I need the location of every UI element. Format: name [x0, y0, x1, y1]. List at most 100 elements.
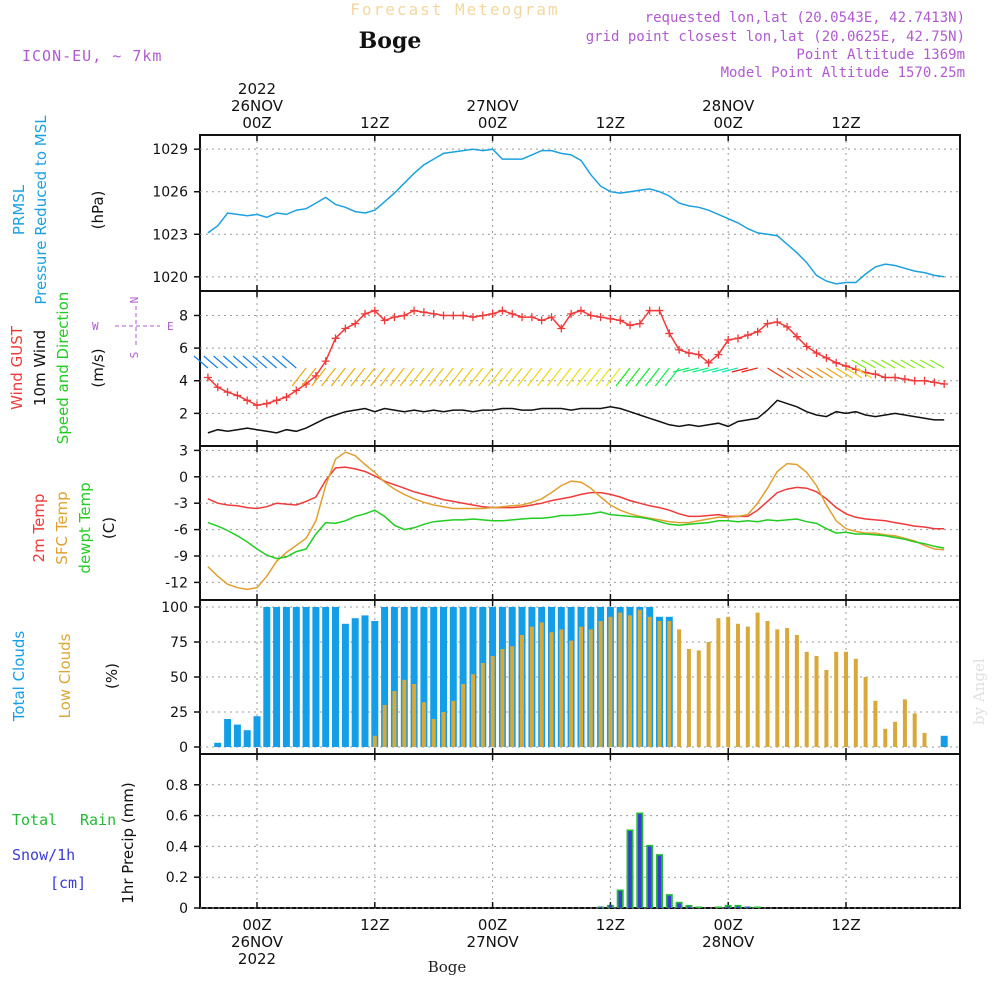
gust-marker — [881, 373, 890, 382]
wind-arrow — [389, 367, 405, 387]
temperature-panel: -12 -9 -6 -3 0 3 — [165, 443, 961, 601]
bar-total-clouds — [459, 607, 467, 747]
gust-marker — [321, 357, 330, 366]
bar-snow-1h — [677, 903, 681, 908]
wind-arrow — [566, 367, 582, 387]
gust-marker — [272, 396, 281, 405]
gust-marker — [203, 373, 212, 382]
gust-marker — [439, 311, 448, 320]
model-label: ICON-EU, ~ 7km — [22, 47, 162, 65]
wind-arrow — [360, 367, 376, 387]
bottom-time-label: 12Z — [596, 916, 625, 934]
gust-marker — [832, 358, 841, 367]
clouds-ytick-label: 50 — [170, 670, 188, 686]
pressure-msl-label: Pressure Reduced to MSL — [32, 115, 50, 305]
wind-arrow — [429, 367, 444, 387]
series-dewpt-temp — [207, 509, 945, 560]
wind-arrow — [203, 355, 219, 369]
wind-arrow — [448, 367, 464, 387]
wind-arrow — [576, 367, 592, 387]
bar-low-clouds — [883, 728, 888, 747]
bar-total-clouds — [390, 607, 398, 747]
gust-marker — [665, 329, 674, 338]
bar-low-clouds — [569, 640, 574, 747]
wind-arrow — [741, 367, 758, 373]
clouds-ytick-label: 25 — [170, 705, 188, 721]
wind-direction-arrows — [193, 355, 945, 387]
bar-low-clouds — [647, 616, 652, 747]
gust-marker — [655, 306, 664, 315]
bar-total-rain — [685, 904, 693, 908]
gust-marker — [891, 373, 900, 382]
bar-total-rain — [724, 904, 732, 908]
pressure-labels: PRMSL Pressure Reduced to MSL (hPa) — [10, 115, 107, 305]
precip-ytick-label: 0.8 — [166, 778, 188, 794]
bar-snow-1h — [598, 906, 603, 908]
bar-low-clouds — [431, 719, 436, 747]
wind-arrow — [826, 367, 843, 379]
wind-arrow — [890, 359, 906, 369]
gust-marker — [478, 311, 487, 320]
bar-low-clouds — [657, 621, 662, 747]
bottom-time-label: 12Z — [360, 916, 389, 934]
bar-low-clouds — [844, 651, 848, 747]
wind-arrow — [851, 359, 866, 369]
bar-low-clouds — [510, 646, 515, 747]
gust-marker — [223, 388, 232, 397]
gust-marker — [684, 349, 693, 357]
bar-total-clouds — [430, 607, 438, 747]
bar-total-clouds — [322, 607, 330, 747]
watermark: by Angel — [970, 658, 988, 725]
wind-arrow — [835, 367, 853, 379]
bar-low-clouds — [559, 629, 564, 747]
bottom-time-label: 12Z — [831, 916, 860, 934]
wind-arrow — [929, 359, 945, 369]
bar-low-clouds — [618, 612, 623, 747]
info-line-3: Point Altitude 1369m — [796, 47, 965, 63]
wind-arrow — [816, 367, 833, 379]
bar-total-clouds — [253, 716, 261, 747]
wind-arrow — [845, 367, 863, 379]
wind-arrow — [920, 359, 935, 369]
bar-low-clouds — [893, 721, 898, 747]
clouds-ytick-label: 0 — [179, 740, 188, 756]
wind-arrow — [615, 367, 631, 387]
gust-marker — [871, 370, 880, 379]
wind-arrow — [806, 367, 824, 379]
bar-total-clouds — [400, 607, 408, 747]
bottom-time-label: 00Z — [478, 916, 507, 934]
gust-marker — [596, 313, 605, 322]
bar-low-clouds — [922, 733, 927, 747]
gust-marker — [802, 342, 811, 351]
gust-marker — [429, 309, 438, 318]
wind-arrow — [222, 355, 238, 369]
gust-marker — [792, 332, 801, 341]
bar-low-clouds — [412, 684, 417, 747]
wind-arrow — [252, 355, 268, 369]
bar-low-clouds — [853, 658, 858, 747]
gust-marker — [773, 318, 782, 326]
bar-low-clouds — [637, 609, 642, 747]
bar-low-clouds — [824, 670, 829, 747]
gust-label: Wind GUST — [8, 325, 26, 410]
pressure-panel: 1020 1023 1026 1029 — [152, 134, 961, 292]
wind-arrow — [692, 367, 709, 373]
ms-label: (m/s) — [89, 348, 107, 387]
gust-marker — [410, 306, 419, 315]
series-2m-temp — [207, 466, 945, 530]
bar-snow-1h — [638, 814, 642, 908]
wind-arrow — [311, 367, 327, 387]
bar-low-clouds — [441, 712, 446, 747]
bar-total-clouds — [273, 607, 281, 747]
bottom-location: Boge — [428, 958, 467, 976]
gust-marker — [459, 311, 468, 320]
temperature-ytick-label: -9 — [174, 549, 188, 565]
wind-arrow — [556, 367, 572, 387]
bar-total-clouds — [371, 621, 379, 747]
total-clouds-label: Total Clouds — [10, 631, 28, 723]
precip-ytick-label: 0.6 — [166, 809, 188, 825]
gust-marker — [390, 313, 399, 322]
gust-marker — [311, 371, 320, 380]
wind-arrow — [232, 355, 248, 369]
